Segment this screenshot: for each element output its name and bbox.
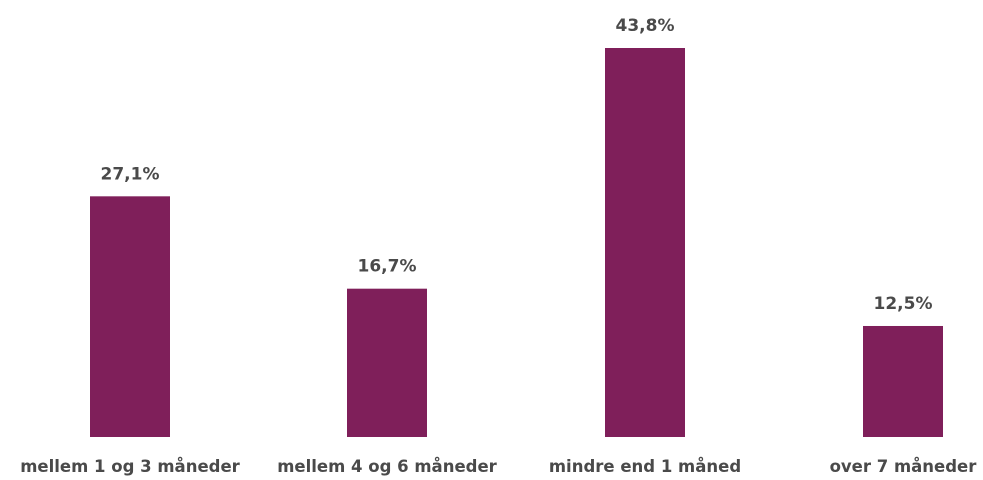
category-label: mindre end 1 måned <box>549 457 741 476</box>
bar-1 <box>90 196 170 437</box>
category-labels-group: mellem 1 og 3 måneder mellem 4 og 6 måned… <box>20 457 977 476</box>
category-label: mellem 1 og 3 måneder <box>20 457 240 476</box>
value-labels-group: 27,1% 16,7% 43,8% 12,5% <box>101 16 933 314</box>
category-label: mellem 4 og 6 måneder <box>277 457 497 476</box>
bar-value-label: 12,5% <box>874 294 933 314</box>
bar-value-label: 43,8% <box>616 16 675 36</box>
bars-group <box>90 48 943 437</box>
bar-4 <box>863 325 943 437</box>
bar-2 <box>347 288 427 437</box>
bar-3 <box>605 48 685 437</box>
bar-value-label: 27,1% <box>101 164 160 184</box>
bar-value-label: 16,7% <box>358 257 417 277</box>
category-label: over 7 måneder <box>830 457 978 476</box>
